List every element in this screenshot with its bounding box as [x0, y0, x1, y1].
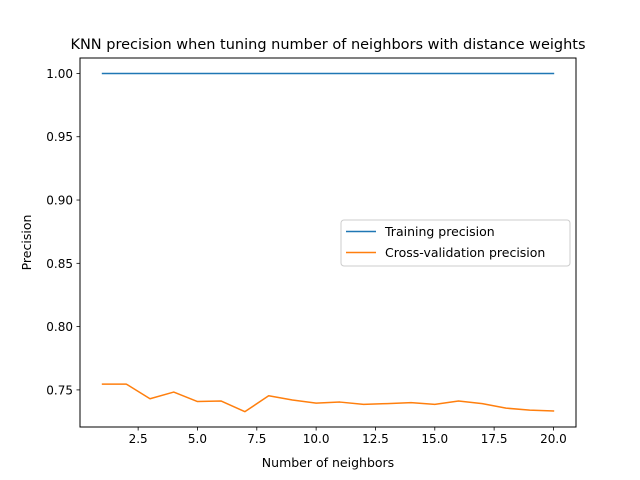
x-tick-label: 17.5 [481, 432, 508, 446]
y-tick-label: 0.75 [46, 383, 73, 397]
chart-title: KNN precision when tuning number of neig… [70, 37, 585, 53]
x-tick-label: 12.5 [362, 432, 389, 446]
x-tick-label: 2.5 [129, 432, 148, 446]
x-tick-label: 5.0 [188, 432, 207, 446]
series-layer [101, 72, 555, 413]
y-tick-label: 0.95 [46, 130, 73, 144]
y-tick-label: 0.80 [46, 320, 73, 334]
y-tick-label: 0.90 [46, 194, 73, 208]
x-tick-label: 10.0 [303, 432, 330, 446]
y-tick-label: 1.00 [46, 67, 73, 81]
y-axis-label: Precision [19, 215, 34, 271]
x-tick-label: 7.5 [247, 432, 266, 446]
x-axis-ticks: 2.5 5.0 7.5 10.0 12.5 15.0 17.5 20.0 [129, 427, 567, 446]
y-tick-label: 0.85 [46, 257, 73, 271]
plot-frame [79, 57, 577, 428]
x-axis-label: Number of neighbors [262, 455, 394, 470]
legend-label-cross-validation: Cross-validation precision [385, 245, 545, 260]
x-tick-label: 15.0 [421, 432, 448, 446]
x-tick-label: 20.0 [540, 432, 567, 446]
plot-area: 2.5 5.0 7.5 10.0 12.5 15.0 17.5 20.0 0.750.800.… [46, 57, 577, 446]
legend-label-training: Training precision [384, 224, 495, 239]
y-axis-ticks: 0.75 0.80 0.85 0.90 0.95 1.00 [46, 67, 80, 397]
series-line-cross-validation [101, 383, 555, 413]
legend-box [340, 219, 571, 267]
legend: Training precision Cross-validation prec… [340, 219, 571, 267]
